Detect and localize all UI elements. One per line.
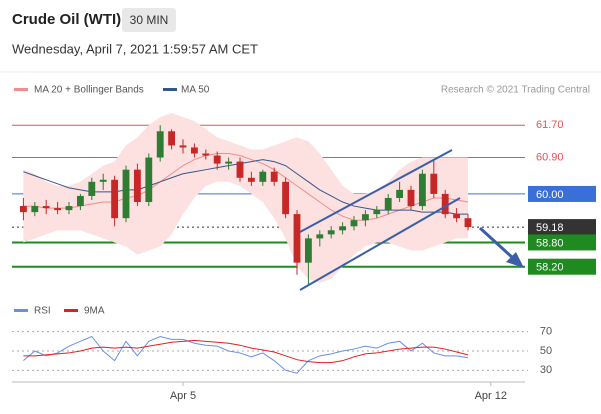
candle-body	[259, 171, 267, 182]
candle-body	[373, 210, 381, 215]
y-tick-label: 70	[540, 326, 552, 338]
rsi-line	[23, 339, 469, 364]
candle-body	[122, 169, 130, 219]
candle-body	[430, 173, 438, 194]
x-tick-label: Apr 5	[170, 390, 196, 402]
candle-body	[282, 181, 290, 215]
level-label: 58.80	[536, 237, 564, 249]
candle-body	[464, 218, 472, 228]
candle-body	[65, 206, 73, 211]
candle-body	[293, 214, 301, 263]
channel-lower	[299, 197, 461, 291]
candle-body	[304, 238, 312, 263]
candle-body	[31, 206, 39, 213]
candle-body	[145, 157, 153, 203]
legend-label: RSI	[34, 306, 51, 317]
level-badge	[528, 234, 596, 251]
candle-body	[418, 173, 426, 207]
bollinger-band	[23, 113, 469, 283]
candle-body	[202, 153, 210, 156]
candle-body	[361, 214, 369, 221]
legend-swatch	[163, 88, 177, 91]
candle-body	[236, 161, 244, 178]
level-label: 61.70	[536, 119, 564, 131]
candle-body	[350, 220, 358, 227]
candle-body	[99, 179, 107, 182]
candle-body	[42, 206, 50, 209]
interval-badge[interactable]	[122, 8, 176, 32]
candle-body	[168, 131, 176, 146]
source-credit: Research © 2021 Trading Central	[441, 85, 590, 96]
candle-body	[396, 189, 404, 198]
level-label: 60.90	[536, 151, 564, 163]
candle-body	[316, 234, 324, 239]
level-badge	[528, 219, 596, 236]
rsi-panel: 30 50 70 Apr 5 Apr 12	[12, 326, 552, 402]
legend-swatch	[64, 309, 78, 312]
y-tick-label: 50	[540, 345, 552, 357]
candle-body	[54, 208, 62, 211]
candle-body	[327, 230, 335, 235]
x-tick-label: Apr 12	[475, 390, 507, 402]
rsi-line	[23, 335, 469, 374]
level-label: 59.18	[536, 222, 564, 234]
candle-body	[156, 131, 164, 158]
candle-body	[19, 206, 27, 213]
forecast-arrowhead	[506, 252, 524, 268]
level-label: 58.20	[536, 262, 564, 274]
candle-body	[76, 195, 84, 207]
level-label: 60.00	[536, 189, 564, 201]
candle-body	[225, 161, 233, 164]
timestamp: Wednesday, April 7, 2021 1:59:57 AM CET	[12, 41, 258, 56]
legend-label: 9MA	[84, 306, 105, 317]
candle-body	[384, 197, 392, 211]
candle-body	[190, 147, 198, 154]
legend-swatch	[14, 309, 28, 312]
candle-body	[247, 177, 255, 182]
moving-average	[23, 153, 469, 221]
candle-body	[407, 189, 415, 207]
channel-upper	[299, 149, 453, 233]
legend-label: MA 50	[181, 85, 210, 96]
candle-body	[213, 155, 221, 164]
legend-label: MA 20 + Bollinger Bands	[34, 85, 144, 96]
candle-body	[133, 169, 141, 203]
candle-body	[111, 179, 119, 219]
moving-average	[23, 159, 468, 215]
level-badge	[528, 185, 596, 202]
legend-swatch	[14, 88, 28, 91]
y-tick-label: 30	[540, 364, 552, 376]
instrument-title: Crude Oil (WTI)	[12, 11, 121, 28]
candle-body	[179, 145, 187, 148]
forecast-arrow	[478, 226, 516, 261]
interval-label[interactable]: 30 MIN	[130, 13, 169, 27]
candle-body	[453, 214, 461, 219]
level-badge	[528, 258, 596, 275]
price-panel: 61.70 60.90 60.00 59.18 58.80 58.20	[12, 113, 596, 285]
candle-body	[441, 193, 449, 215]
candle-body	[339, 226, 347, 231]
candle-body	[270, 171, 278, 182]
candle-body	[88, 181, 96, 196]
